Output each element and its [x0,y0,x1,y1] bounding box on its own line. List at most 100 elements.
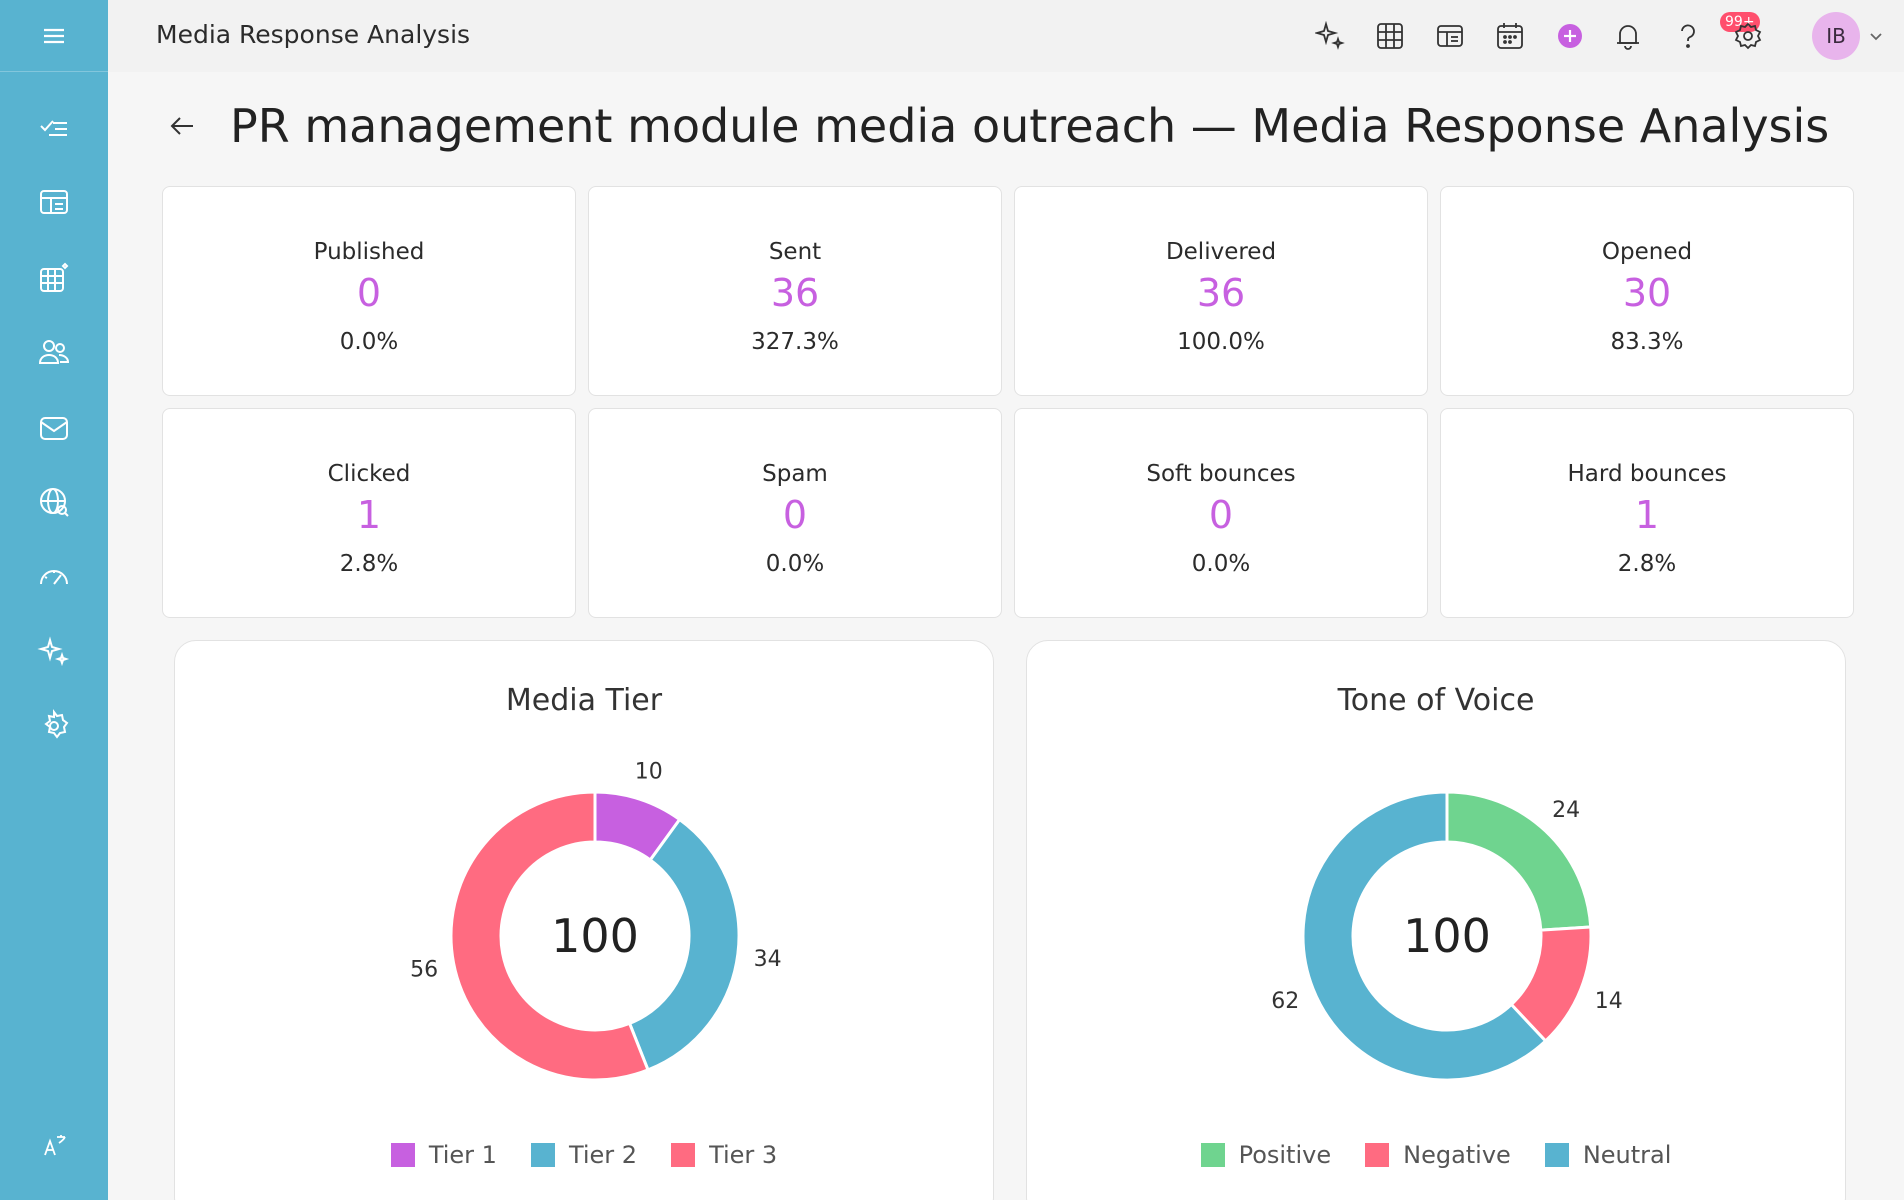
donut-total-label: 100 [551,909,639,963]
legend-item[interactable]: Neutral [1544,1141,1671,1169]
ai-sparkle-button[interactable] [1310,16,1350,56]
donut-slice-neutral[interactable] [1301,790,1548,1082]
question-icon [1681,24,1695,48]
sidebar-item-language[interactable] [0,1116,108,1176]
slice-value-label: 56 [410,958,438,983]
stat-card-soft-bounces: Soft bounces 0 0.0% [1014,408,1428,618]
slice-value-label: 10 [635,760,663,785]
dashboard-icon [40,190,68,214]
checklist-icon [40,120,67,136]
stat-percentage: 83.3% [1610,329,1684,355]
stat-percentage: 2.8% [1617,551,1677,577]
sidebar-item-ai[interactable] [0,622,108,682]
stat-label: Spam [762,461,828,487]
legend-label: Tier 3 [709,1141,778,1169]
legend-item[interactable]: Tier 3 [671,1141,777,1169]
slice-value-label: 24 [1552,798,1580,823]
stat-label: Sent [768,239,822,265]
sidebar-item-tables[interactable] [0,248,108,308]
legend-item[interactable]: Tier 2 [530,1141,638,1169]
help-button[interactable] [1668,16,1708,56]
legend-swatch [1365,1143,1390,1167]
stat-value: 1 [356,493,382,537]
legend-item[interactable]: Negative [1365,1141,1511,1169]
app-title: Media Response Analysis [156,20,471,49]
sidebar-item-settings[interactable] [0,696,108,756]
stat-value: 36 [1196,271,1246,315]
stat-card-sent: Sent 36 327.3% [588,186,1002,396]
notifications-button[interactable] [1608,16,1648,56]
donut-total-label: 100 [1403,909,1491,963]
gear-icon [1734,22,1762,50]
calendar-button[interactable] [1490,16,1530,56]
stat-percentage: 0.0% [1191,551,1251,577]
legend-swatch [1200,1143,1225,1167]
dashboard-button[interactable] [1430,16,1470,56]
sidebar-item-mail[interactable] [0,398,108,458]
sidebar-item-analytics[interactable] [0,546,108,606]
stat-percentage: 0.0% [765,551,825,577]
slice-value-label: 34 [754,947,782,972]
gear-icon [44,709,69,739]
tone-of-voice-donut-chart: 24 14 62 100 [1271,790,1623,1082]
users-icon [38,340,70,364]
chart-legend: Tier 1 Tier 2 Tier 3 [175,1141,993,1169]
legend-label: Tier 1 [428,1141,497,1169]
legend-item[interactable]: Tier 1 [390,1141,497,1169]
mail-icon [40,417,68,440]
sidebar-item-dashboard[interactable] [0,172,108,232]
legend-swatch [1544,1143,1569,1167]
chart-title: Media Tier [505,683,663,718]
avatar[interactable]: IB [1812,12,1860,60]
stat-value: 30 [1622,271,1672,315]
stat-value: 0 [782,493,808,537]
stat-value: 36 [770,271,820,315]
stat-value: 1 [1634,493,1660,537]
bell-icon [1617,25,1639,50]
hamburger-icon [44,28,64,43]
sidebar-item-contacts[interactable] [0,322,108,382]
donut-slice-tier-3[interactable] [449,790,650,1082]
stat-value: 0 [356,271,382,315]
chart-card-tone-of-voice: Tone of Voice 24 14 62 100 Positive Negativ… [1026,640,1846,1200]
plus-circle-icon [1558,24,1582,48]
translate-icon [44,1135,66,1156]
stat-card-published: Published 0 0.0% [162,186,576,396]
stat-label: Clicked [327,461,411,487]
legend-label: Tier 2 [568,1141,638,1169]
stat-percentage: 0.0% [339,329,399,355]
legend-swatch [390,1143,415,1167]
donut-slice-tier-2[interactable] [627,817,741,1072]
chart-legend: Positive Negative Neutral [1027,1141,1845,1169]
stat-percentage: 2.8% [339,551,399,577]
legend-label: Positive [1238,1141,1332,1169]
sidebar-item-web[interactable] [0,472,108,532]
tables-button[interactable] [1370,16,1410,56]
stat-label: Opened [1601,239,1693,265]
slice-value-label: 62 [1271,989,1299,1014]
legend-label: Negative [1403,1141,1511,1169]
chart-card-media-tier: Media Tier 10 34 56 100 Tier 1 Tier 2 Tier … [174,640,994,1200]
stat-card-opened: Opened 30 83.3% [1440,186,1854,396]
sidebar [0,0,108,1200]
legend-item[interactable]: Positive [1200,1141,1332,1169]
add-button[interactable] [1550,16,1590,56]
sidebar-item-tasks[interactable] [0,96,108,156]
top-bar: Media Response Analysis 99+ IB [108,0,1904,72]
stat-card-clicked: Clicked 1 2.8% [162,408,576,618]
slice-value-label: 14 [1595,989,1623,1014]
back-button[interactable] [162,106,202,146]
stat-card-spam: Spam 0 0.0% [588,408,1002,618]
grid-plus-icon [40,262,69,292]
menu-toggle-button[interactable] [0,0,108,72]
arrow-left-icon [170,117,193,135]
stat-label: Published [313,239,425,265]
settings-button[interactable] [1728,16,1768,56]
stat-label: Hard bounces [1567,461,1727,487]
chevron-down-icon[interactable] [1868,28,1884,44]
grid-icon [1377,23,1403,49]
sparkle-icon [37,636,70,667]
stat-card-delivered: Delivered 36 100.0% [1014,186,1428,396]
speedometer-icon [40,570,68,585]
calendar-icon [1497,23,1523,49]
